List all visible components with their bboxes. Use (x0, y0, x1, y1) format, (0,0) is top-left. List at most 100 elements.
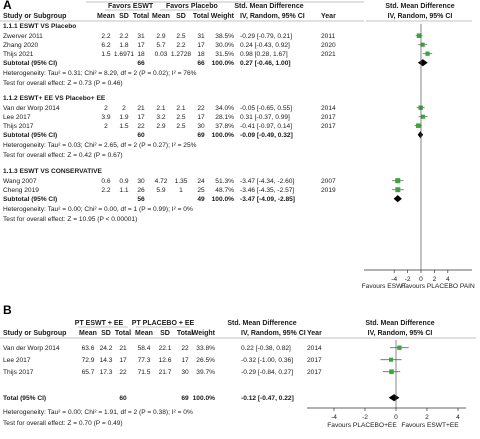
favours-left-label: Favours ESWT (362, 283, 407, 290)
weight-value: 28.1% (215, 114, 234, 121)
study-year: 2011 (321, 33, 336, 40)
header-pt-placebo-ee: PT PLACEBO + EE (132, 320, 195, 327)
heterogeneity-stats: Heterogeneity: Tau² = 0.31; Chi² = 8.29,… (3, 70, 197, 77)
header-plot-std-mean-difference: Std. Mean Difference (385, 3, 454, 10)
sd-eswt: 2 (122, 105, 126, 112)
panel-label-a: A (3, 0, 12, 12)
subtotal-total-eswt: 60 (137, 132, 145, 139)
mean-eswt: 2 (104, 123, 108, 130)
mean-eswt: 2.2 (101, 33, 110, 40)
study-year: 2020 (321, 42, 336, 49)
header-std-mean-difference: Std. Mean Difference (227, 320, 296, 327)
sd-eswt: 0.9 (119, 178, 128, 185)
mean-eswt: 6.2 (101, 42, 110, 49)
heterogeneity-stats: Heterogeneity: Tau² = 0.00; Chi² = 0.00,… (3, 206, 193, 213)
x-tick-label: 2 (433, 276, 437, 283)
subtotal-weight: 100.0% (212, 60, 235, 67)
x-tick-label: 4 (456, 414, 460, 421)
header-sd-1: SD (101, 330, 111, 337)
mean-eswt: 3.9 (101, 114, 110, 121)
mean-eswt: 63.6 (82, 345, 95, 352)
subtotal-total-eswt: 56 (137, 196, 145, 203)
mean-placebo: 5.9 (156, 187, 165, 194)
header-mean-1: Mean (79, 330, 97, 337)
effect-ci: 0.22 [-0.38, 0.82] (241, 345, 291, 352)
header-favors-eswt: Favors ESWT (108, 3, 154, 10)
sd-eswt: 1.1 (119, 187, 128, 194)
panel-b: B PT ESWT + EE PT PLACEBO + EE Std. Mean Di… (0, 303, 476, 429)
effect-ci: -0.29 [-0.79, 0.21] (240, 33, 292, 40)
weight-value: 31.5% (215, 51, 234, 58)
favours-left-label: Favours PLACEBO+EE (327, 422, 397, 429)
weight-value: 33.8% (196, 345, 215, 352)
weight-value: 37.8% (215, 123, 234, 130)
study-year: 2017 (321, 114, 336, 121)
study-year: 2021 (321, 51, 336, 58)
study-name: Thijs 2017 (3, 369, 34, 376)
study-year: 2017 (307, 369, 322, 376)
total-placebo: 17 (197, 42, 205, 49)
study-year: 2007 (321, 178, 336, 185)
total-placebo: 17 (181, 357, 189, 364)
sd-eswt: 14.3 (100, 357, 113, 364)
total-placebo: 69 (181, 395, 189, 402)
total-eswt: 21 (137, 105, 145, 112)
heterogeneity-stats: Heterogeneity: Tau² = 0.03; Chi² = 2.65,… (3, 142, 197, 149)
header-std-mean-difference: Std. Mean Difference (234, 3, 303, 10)
overall-effect-test: Test for overall effect: Z = 0.73 (P = 0… (3, 80, 123, 87)
total-eswt: 21 (119, 345, 127, 352)
x-tick-label: 2 (425, 414, 429, 421)
weight-value: 48.7% (215, 187, 234, 194)
mean-placebo: 3.2 (156, 114, 165, 121)
total-placebo: 30 (181, 369, 189, 376)
total-placebo: 22 (181, 345, 189, 352)
mean-eswt: 0.6 (101, 178, 110, 185)
effect-marker (389, 369, 394, 374)
header-effect: IV, Random, 95% CI (240, 13, 305, 20)
x-tick-label: 0 (394, 414, 398, 421)
study-name: Lee 2017 (3, 114, 31, 121)
subtotal-ci: -0.09 [-0.49, 0.32] (240, 132, 293, 139)
total-placebo: 30 (197, 123, 205, 130)
header-total-1: Total (133, 13, 149, 20)
mean-placebo: 77.3 (138, 357, 151, 364)
weight-value: 38.5% (215, 33, 234, 40)
total-diamond (388, 394, 400, 402)
subtotal-total-placebo: 69 (197, 132, 205, 139)
total-eswt: 22 (137, 123, 145, 130)
mean-placebo: 5.7 (156, 42, 165, 49)
header-total-2: Total (177, 330, 193, 337)
study-name: Van der Worp 2014 (3, 105, 60, 112)
sd-placebo: 1.2728 (171, 51, 192, 58)
header-plot-std-mean-difference: Std. Mean Difference (365, 320, 434, 327)
study-name: Cheng 2019 (3, 187, 39, 194)
study-name: Lee 2017 (3, 357, 31, 364)
header-weight: Weight (211, 13, 235, 20)
effect-marker (415, 123, 421, 128)
study-name: Thijs 2017 (3, 123, 34, 130)
effect-ci: 0.31 [-0.37, 0.99] (240, 114, 290, 121)
sd-eswt: 1.5 (119, 123, 128, 130)
study-name: Thijs 2021 (3, 51, 34, 58)
header-effect: IV, Random, 95% CI (241, 330, 306, 337)
total-label: Total (95% CI) (3, 395, 46, 402)
effect-ci: 0.98 [0.28, 1.67] (240, 51, 288, 58)
study-year: 2017 (321, 123, 336, 130)
header-total-1: Total (115, 330, 131, 337)
sd-placebo: 22.1 (159, 345, 172, 352)
total-eswt: 22 (119, 369, 127, 376)
sd-eswt: 1.6971 (114, 51, 135, 58)
sd-placebo: 2.1 (176, 105, 185, 112)
sd-placebo: 1.35 (175, 178, 188, 185)
total-placebo: 18 (197, 51, 205, 58)
header-sd-2: SD (176, 13, 186, 20)
x-tick-label: -4 (331, 414, 337, 421)
x-tick-label: -2 (362, 414, 368, 421)
total-eswt: 26 (137, 187, 145, 194)
study-name: Zhang 2020 (3, 42, 39, 49)
effect-marker (425, 51, 430, 56)
total-placebo: 22 (197, 105, 205, 112)
effect-ci: 0.24 [-0.43, 0.92] (240, 42, 290, 49)
subgroup-title: 1.1.1 ESWT VS Placebo (3, 23, 76, 30)
